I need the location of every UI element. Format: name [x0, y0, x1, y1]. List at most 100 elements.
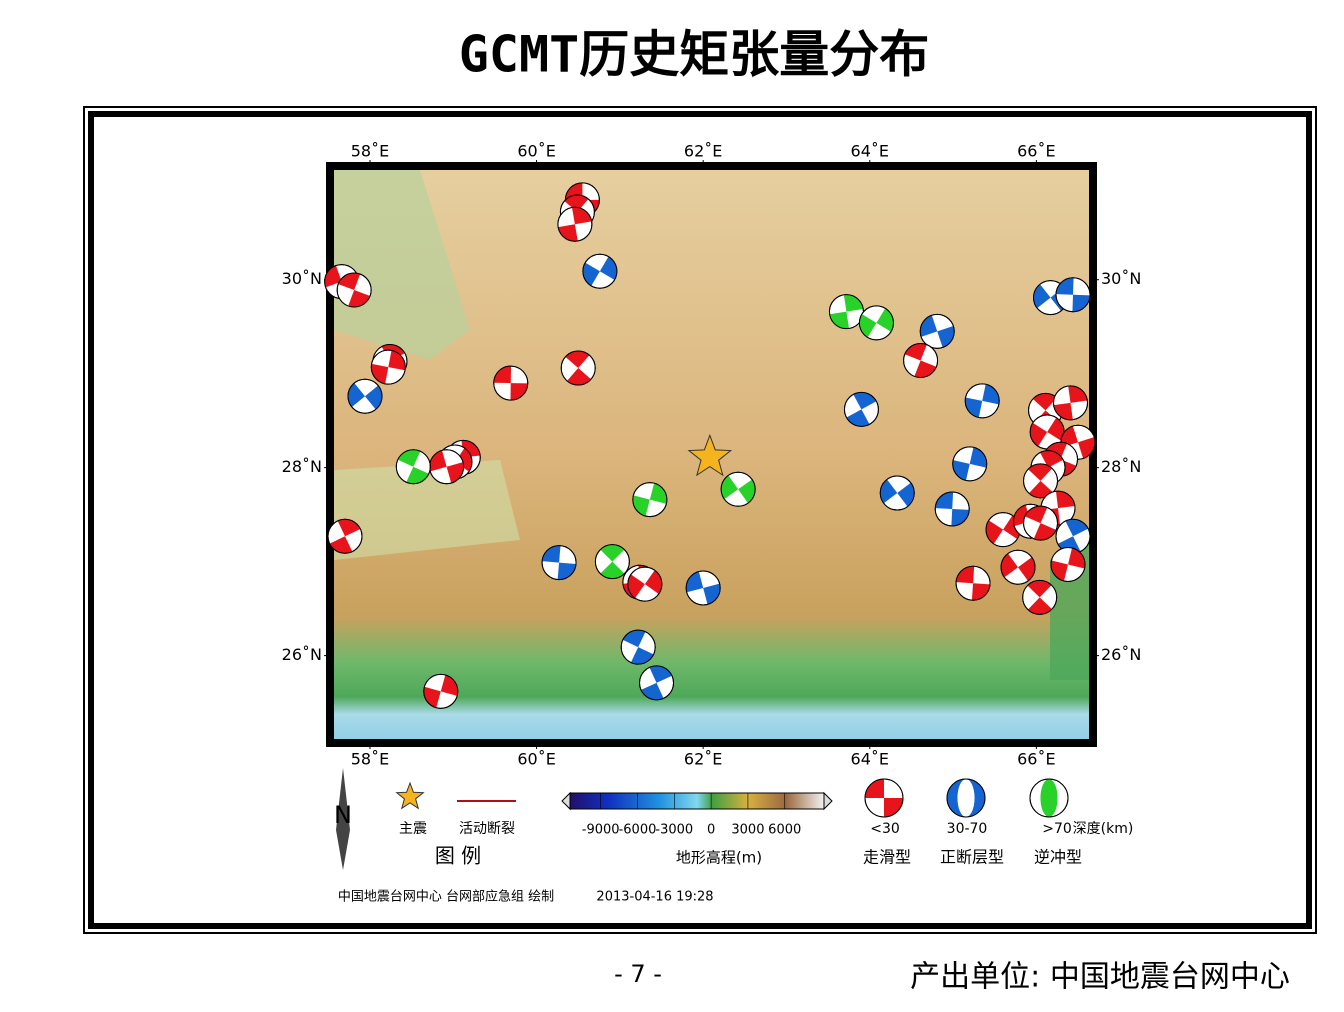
event	[327, 518, 363, 554]
event	[620, 629, 656, 665]
mechanism-label: 正断层型	[940, 848, 1004, 867]
x-tick-label: 62˚E	[684, 142, 722, 161]
event	[843, 391, 879, 427]
colorbar-tick-label: 3000	[731, 823, 764, 838]
colorbar-tick-label: 6000	[768, 823, 801, 838]
mainshock-label: 主震	[399, 821, 427, 837]
x-tick-label: 66˚E	[1017, 142, 1055, 161]
mainshock-symbol	[395, 781, 425, 810]
beachball-quadrants	[329, 519, 361, 554]
beachball-quadrants	[956, 566, 991, 601]
colorbar	[569, 792, 825, 810]
event	[594, 544, 630, 580]
event	[1022, 579, 1058, 615]
beachball-quadrants	[965, 384, 1000, 418]
beachball-quadrants	[1057, 519, 1089, 554]
beachball-quadrants	[935, 492, 970, 527]
beachball-quadrants	[347, 383, 382, 410]
event	[557, 206, 593, 242]
beachball-quadrants	[1030, 417, 1065, 447]
event	[541, 545, 577, 581]
event	[627, 566, 663, 602]
beachball-quadrants	[632, 483, 667, 517]
colorbar-tick-label: -6000	[619, 823, 657, 838]
north-label: N	[334, 801, 352, 829]
colorbar-tick-label: 0	[707, 823, 715, 838]
beachball-outline	[639, 665, 675, 701]
beachball-center	[957, 779, 975, 817]
event	[919, 313, 955, 349]
beachball-quadrants	[986, 515, 1021, 544]
depth-label: 30-70	[947, 821, 988, 837]
beachball-outline	[560, 350, 596, 386]
beachball-outline	[1055, 277, 1091, 313]
credit: 中国地震台网中心 台网部应急组 绘制	[338, 889, 554, 905]
y-tick-label: 28˚N	[1101, 457, 1141, 476]
beachball-quadrants	[423, 674, 458, 708]
beachball-outline	[952, 446, 988, 482]
event	[952, 446, 988, 482]
producer: 产出单位: 中国地震台网中心	[910, 960, 1290, 995]
event	[560, 350, 596, 386]
timestamp: 2013-04-16 19:28	[596, 890, 713, 905]
x-tick-label: 64˚E	[851, 750, 889, 769]
beachball-outline	[423, 673, 459, 709]
beachball-outline	[843, 391, 879, 427]
y-tick-label: 30˚N	[1101, 269, 1141, 288]
beachball-quadrants	[627, 570, 662, 599]
event	[582, 253, 618, 289]
inner-frame	[88, 111, 1312, 929]
beachball-outline	[370, 349, 406, 385]
event	[720, 471, 756, 507]
beachball-quadrants	[859, 308, 894, 338]
x-tick-label: 60˚E	[517, 142, 555, 161]
depth-unit: 深度(km)	[1073, 821, 1134, 837]
map-border	[326, 162, 1097, 747]
beachball-quadrants	[338, 273, 371, 308]
y-tick-label: 26˚N	[282, 645, 322, 664]
beachball-outline	[541, 545, 577, 581]
beachball-outline	[1000, 549, 1036, 585]
beachball-quadrants	[721, 475, 756, 504]
beachball-outline	[720, 471, 756, 507]
x-tick-label: 60˚E	[517, 750, 555, 769]
beachball-quadrants	[1056, 277, 1090, 312]
event	[685, 570, 721, 606]
beachball-quadrants	[865, 779, 903, 817]
beachball-outline	[347, 378, 383, 414]
beachball-quadrants	[1001, 553, 1036, 581]
beachball-quadrants	[952, 447, 987, 481]
x-tick-label: 66˚E	[1017, 750, 1055, 769]
x-tick-label: 58˚E	[351, 750, 389, 769]
beachball-outline	[879, 475, 915, 511]
beachball-outline	[1053, 385, 1089, 421]
colorbar-tick-label: -3000	[655, 823, 693, 838]
event	[879, 475, 915, 511]
beachball-outline	[1023, 505, 1059, 541]
beachball-quadrants	[1027, 580, 1052, 615]
legend: N 主震 活动断裂 图 例 地形高程(m) 深度(km) 中国地震台网中心 台网…	[334, 768, 1133, 905]
beachball-quadrants	[429, 450, 464, 484]
event	[903, 343, 939, 379]
beachball-quadrants	[622, 630, 654, 665]
beachball-quadrants	[846, 392, 877, 427]
beachball-outline	[1022, 579, 1058, 615]
page-number: - 7 -	[614, 960, 662, 988]
legend-title: 图 例	[435, 844, 481, 868]
event	[423, 673, 459, 709]
beachball-outline	[903, 343, 939, 379]
beachball-outline	[919, 313, 955, 349]
event	[1023, 505, 1059, 541]
beachball-outline	[594, 544, 630, 580]
y-tick-label: 30˚N	[282, 269, 322, 288]
event	[493, 365, 529, 401]
outer-frame	[83, 106, 1317, 934]
mechanism-label: 逆冲型	[1034, 848, 1082, 867]
lowland	[334, 170, 470, 360]
event	[395, 449, 431, 485]
event	[1055, 277, 1091, 313]
beachball-outline	[627, 566, 663, 602]
beachball-outline	[858, 305, 894, 341]
